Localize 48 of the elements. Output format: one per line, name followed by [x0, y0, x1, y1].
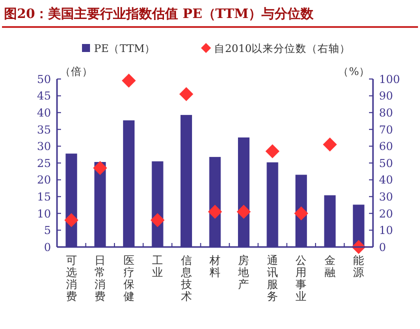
y-tick-label: 35 — [37, 123, 51, 136]
y2-tick-label: 80 — [379, 106, 393, 120]
y-tick-label: 30 — [37, 140, 51, 154]
chart-title: 图20：美国主要行业指数估值 PE（TTM）与分位数 — [4, 6, 315, 22]
point — [322, 138, 337, 152]
y-axis-title: （倍） — [60, 65, 93, 78]
x-tick-label: 能源 — [353, 254, 364, 279]
y-tick-label: 50 — [37, 72, 51, 86]
y2-tick-label: 60 — [379, 140, 393, 154]
y2-tick-label: 10 — [379, 224, 393, 238]
x-tick-label: 材料 — [208, 254, 220, 279]
y2-tick-label: 100 — [379, 72, 400, 86]
y2-tick-label: 40 — [379, 174, 393, 187]
legend-label: PE（TTM） — [94, 43, 156, 55]
y-tick-label: 10 — [37, 207, 51, 220]
point — [236, 204, 251, 219]
x-tick-label: 日常消费 — [94, 254, 106, 303]
y2-tick-label: 0 — [379, 240, 386, 254]
y2-tick-label: 20 — [379, 207, 393, 220]
y2-tick-label: 50 — [379, 156, 393, 170]
point — [179, 87, 194, 102]
y-tick-label: 25 — [37, 156, 51, 170]
point — [294, 206, 308, 220]
y-tick-label: 45 — [37, 90, 51, 103]
point — [150, 213, 165, 228]
y2-tick-label: 70 — [379, 123, 393, 136]
y-tick-label: 40 — [37, 106, 51, 120]
point — [64, 213, 78, 228]
x-tick-label: 房地产 — [237, 254, 250, 291]
y2-tick-label: 90 — [379, 90, 393, 103]
x-tick-label: 信息技术 — [180, 254, 192, 303]
point — [208, 204, 222, 219]
y2-axis-title: （%） — [338, 66, 370, 78]
point — [265, 144, 280, 158]
y-tick-label: 0 — [44, 240, 51, 254]
y-tick-label: 15 — [37, 190, 51, 204]
x-tick-label: 金融 — [324, 254, 336, 279]
x-tick-label: 公用事业 — [296, 254, 307, 303]
y-tick-label: 20 — [37, 174, 51, 187]
x-tick-label: 工业 — [152, 254, 164, 279]
point — [93, 161, 108, 176]
x-tick-label: 医疗保健 — [123, 254, 134, 303]
x-tick-label: 可选消费 — [66, 254, 77, 303]
y-tick-label: 5 — [44, 224, 51, 238]
point — [122, 74, 136, 88]
y2-tick-label: 30 — [379, 190, 393, 204]
x-tick-label: 通讯服务 — [266, 254, 278, 303]
legend-label: 自2010以来分位数（右轴） — [214, 42, 351, 55]
